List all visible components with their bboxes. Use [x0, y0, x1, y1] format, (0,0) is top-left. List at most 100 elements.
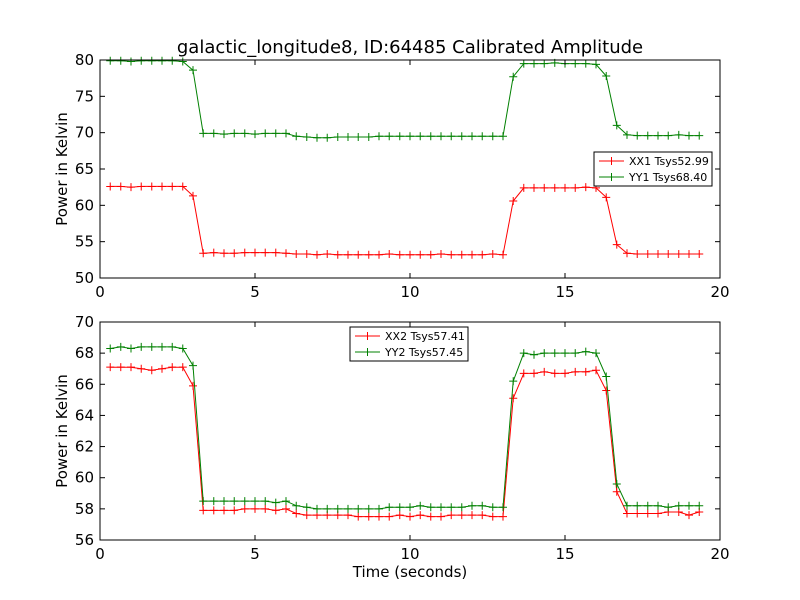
- data-point: [364, 504, 373, 513]
- data-point: [457, 250, 466, 259]
- data-point: [416, 132, 425, 141]
- data-point: [478, 501, 487, 510]
- data-point: [333, 504, 342, 513]
- data-point: [561, 183, 569, 192]
- data-point: [158, 182, 166, 191]
- y-tick-label: 50: [75, 269, 94, 287]
- data-point: [509, 394, 518, 403]
- series-2: [106, 342, 704, 513]
- data-point: [313, 133, 321, 142]
- y-tick-label: 60: [75, 469, 94, 487]
- data-point: [426, 503, 435, 512]
- data-point: [323, 250, 332, 259]
- data-point: [199, 249, 208, 258]
- data-point: [406, 503, 414, 512]
- data-point: [612, 487, 621, 496]
- data-point: [633, 501, 642, 510]
- data-point: [468, 132, 476, 141]
- data-point: [478, 132, 487, 141]
- data-point: [230, 249, 239, 258]
- data-point: [395, 503, 404, 512]
- x-axis-label: Time (seconds): [352, 563, 468, 581]
- y-tick-label: 65: [75, 160, 94, 178]
- data-point: [612, 479, 621, 488]
- chart-panel-1: galactic_longitude8, ID:64485 Calibrated…: [53, 37, 730, 301]
- data-point: [344, 504, 352, 513]
- data-point: [127, 363, 135, 372]
- data-point: [571, 59, 580, 68]
- series-line: [110, 346, 700, 510]
- data-point: [550, 369, 559, 378]
- data-point: [189, 381, 197, 390]
- data-point: [323, 133, 332, 142]
- data-point: [127, 57, 135, 66]
- data-point: [375, 512, 383, 521]
- data-point: [612, 240, 621, 249]
- data-point: [375, 250, 383, 259]
- data-point: [654, 509, 662, 518]
- data-point: [168, 363, 177, 372]
- data-point: [509, 377, 518, 386]
- data-point: [581, 183, 590, 192]
- data-point: [158, 364, 166, 373]
- data-point: [488, 132, 497, 141]
- data-point: [178, 363, 187, 372]
- data-point: [168, 182, 177, 191]
- data-point: [654, 131, 662, 140]
- data-point: [158, 56, 166, 65]
- data-point: [530, 350, 538, 359]
- data-point: [612, 121, 621, 130]
- data-point: [199, 497, 208, 506]
- data-point: [116, 56, 125, 65]
- data-point: [437, 512, 445, 521]
- x-tick-label: 10: [400, 545, 419, 563]
- data-point: [189, 361, 197, 370]
- data-point: [261, 248, 270, 257]
- data-point: [395, 132, 404, 141]
- data-point: [664, 503, 673, 512]
- legend-label: YY2 Tsys57.45: [384, 346, 463, 359]
- y-tick-label: 55: [75, 233, 94, 251]
- data-point: [302, 511, 311, 520]
- data-point: [602, 372, 611, 381]
- data-point: [251, 130, 259, 139]
- data-point: [571, 349, 580, 358]
- data-point: [147, 182, 156, 191]
- data-point: [178, 344, 187, 353]
- data-point: [488, 503, 497, 512]
- data-point: [633, 509, 642, 518]
- data-point: [468, 250, 476, 259]
- data-point: [643, 250, 652, 259]
- legend-swatch-marker: [607, 173, 616, 181]
- data-point: [623, 249, 631, 258]
- data-point: [385, 132, 394, 141]
- data-point: [313, 504, 321, 513]
- data-point: [571, 183, 580, 192]
- data-point: [654, 250, 662, 259]
- x-tick-label: 20: [710, 283, 729, 301]
- data-point: [602, 386, 611, 395]
- data-point: [499, 250, 507, 259]
- data-point: [292, 250, 301, 259]
- y-tick-label: 70: [75, 124, 94, 142]
- data-point: [406, 250, 414, 259]
- data-point: [499, 512, 507, 521]
- data-point: [643, 501, 652, 510]
- data-point: [633, 250, 642, 259]
- data-point: [385, 250, 394, 259]
- data-point: [457, 132, 466, 141]
- data-point: [106, 344, 115, 353]
- data-point: [209, 506, 218, 515]
- data-point: [375, 504, 383, 513]
- y-tick-label: 70: [75, 313, 94, 331]
- data-point: [230, 129, 239, 138]
- data-point: [468, 511, 476, 520]
- data-point: [633, 131, 642, 140]
- data-point: [592, 60, 600, 69]
- y-tick-label: 56: [75, 531, 94, 549]
- data-point: [499, 503, 507, 512]
- data-point: [282, 249, 290, 258]
- legend-swatch-marker: [363, 348, 372, 356]
- x-tick-label: 10: [400, 283, 419, 301]
- data-point: [664, 250, 673, 259]
